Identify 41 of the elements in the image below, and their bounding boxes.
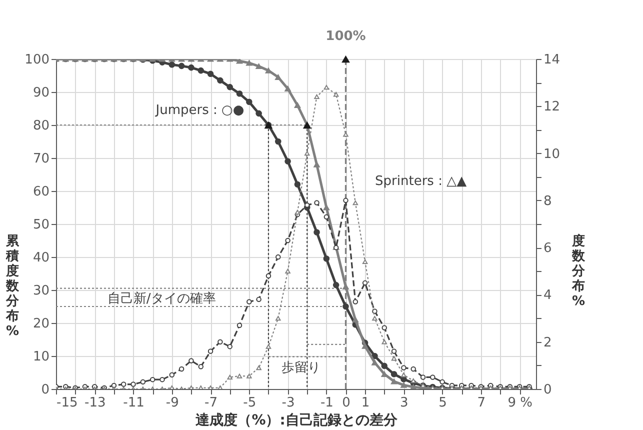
- x-tick-label: 5: [438, 396, 447, 410]
- y2-tick-label: 6: [544, 241, 552, 256]
- x-tick-label: -11: [123, 396, 144, 410]
- y2-tick-label: 4: [544, 288, 552, 304]
- y2-tick-label: 12: [544, 100, 560, 115]
- y-tick-label: 100: [24, 52, 50, 68]
- y2-tick-label: 0: [544, 382, 552, 398]
- x-tick-label: -7: [204, 396, 218, 410]
- x-tick-label: 7: [477, 396, 486, 410]
- y-tick-label: 30: [32, 284, 50, 298]
- y-axis-title: 累積度数分布%: [5, 234, 20, 339]
- annotation: 自己新/タイの確率: [107, 290, 216, 306]
- x-tick-label: 1: [361, 396, 370, 410]
- series-label: 100%: [326, 29, 366, 44]
- y-tick-label: 0: [41, 382, 50, 398]
- x-tick-label: 0: [342, 396, 350, 410]
- y-tick-label: 10: [32, 350, 50, 364]
- x-tick-label: -9: [166, 396, 179, 410]
- y-tick-label: 80: [32, 118, 50, 134]
- y2-tick-label: 14: [544, 52, 560, 68]
- y2-tick-label: 8: [544, 194, 552, 209]
- y-tick-label: 50: [32, 218, 50, 232]
- x-tick-label: 3: [400, 396, 408, 410]
- y-tick-label: 60: [32, 184, 50, 200]
- y-tick-label: 20: [32, 316, 50, 332]
- y-tick-label: 90: [32, 86, 50, 100]
- annotation: Jumpers : ○●: [154, 103, 244, 118]
- x-axis-title: 達成度（%）:自己記録との差分: [194, 412, 398, 428]
- x-tick-label: 9 %: [508, 396, 532, 410]
- x-tick-label: -13: [84, 396, 106, 410]
- y2-axis-title: 度数分布%: [571, 233, 586, 309]
- x-tick-label: -3: [282, 396, 295, 410]
- x-tick-label: -15: [56, 396, 78, 410]
- y2-tick-label: 10: [544, 146, 560, 162]
- annotation: Sprinters : △▲: [375, 174, 467, 190]
- x-tick-label: -1: [320, 396, 334, 410]
- y2-tick-label: 2: [544, 335, 552, 350]
- y-tick-label: 40: [32, 250, 50, 266]
- annotation: 歩留り: [281, 360, 320, 376]
- x-tick-label: -5: [243, 396, 256, 410]
- y-tick-label: 70: [32, 152, 50, 166]
